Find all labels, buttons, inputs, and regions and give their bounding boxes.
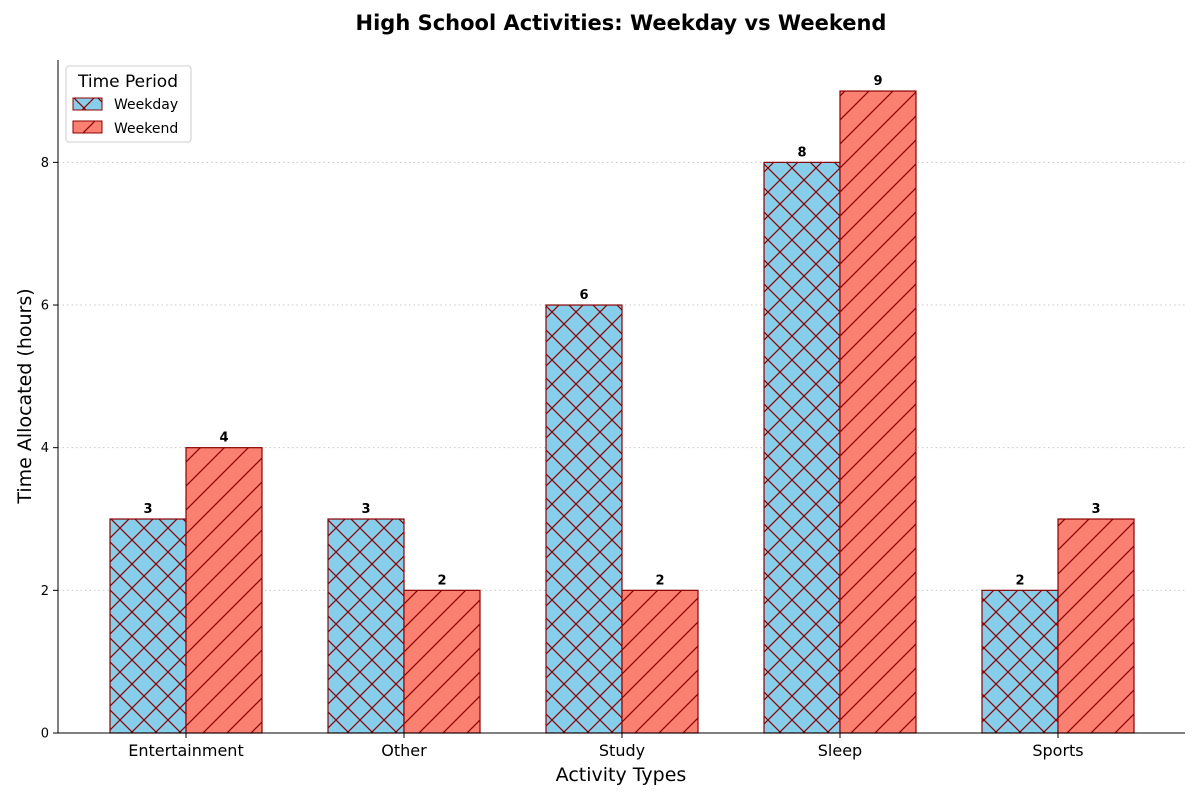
chart-title: High School Activities: Weekday vs Weeke… (356, 11, 887, 35)
x-tick-label: Sleep (818, 741, 862, 760)
legend-swatch-weekend (72, 120, 103, 134)
bar-weekday-entertainment (109, 518, 187, 734)
legend-swatch-weekday (72, 97, 103, 111)
bar-weekend-sleep (839, 90, 917, 734)
y-axis-label: Time Allocated (hours) (14, 288, 36, 504)
y-tick-label: 6 (41, 299, 49, 314)
x-ticks: Entertainment Other Study Sleep Sports (128, 733, 1084, 760)
bar-value-label-weekday-entertainment: 3 (143, 502, 152, 517)
y-ticks: 0 2 4 6 8 (41, 156, 58, 742)
bar-value-label-weekday-sleep: 8 (797, 145, 806, 160)
bar-value-label-weekday-study: 6 (579, 288, 588, 303)
bar-weekday-other (327, 518, 405, 734)
x-axis-label: Activity Types (556, 764, 687, 786)
y-tick-label: 2 (41, 584, 49, 599)
bar-weekend-study (621, 589, 699, 734)
bar-value-label-weekend-study: 2 (655, 573, 664, 588)
bar-value-label-weekday-other: 3 (361, 502, 370, 517)
bar-value-label-weekday-sports: 2 (1015, 573, 1024, 588)
x-tick-label: Sports (1032, 741, 1083, 760)
bar-weekend-other (403, 589, 481, 734)
bar-value-label-weekend-sports: 3 (1091, 502, 1100, 517)
legend-label-weekday: Weekday (114, 97, 178, 113)
bar-value-label-weekend-sleep: 9 (873, 74, 882, 89)
x-tick-label: Entertainment (128, 741, 243, 760)
x-tick-label: Other (381, 741, 427, 760)
bars-group (109, 90, 1135, 734)
bar-weekday-study (545, 304, 623, 734)
y-tick-label: 4 (41, 441, 49, 456)
bar-value-label-weekend-entertainment: 4 (219, 431, 228, 446)
x-tick-label: Study (599, 741, 645, 760)
y-tick-label: 8 (41, 156, 49, 171)
bar-weekday-sleep (763, 161, 841, 734)
y-tick-label: 0 (41, 727, 49, 742)
legend: Time Period Weekday Weekend (65, 65, 192, 143)
bar-value-label-weekend-other: 2 (437, 573, 446, 588)
bar-value-labels: 3 4 3 2 6 2 8 9 2 3 (143, 74, 1100, 588)
legend-label-weekend: Weekend (114, 121, 178, 137)
bar-weekday-sports (981, 589, 1059, 734)
bar-weekend-entertainment (185, 447, 263, 734)
legend-title: Time Period (77, 72, 178, 92)
bar-weekend-sports (1057, 518, 1135, 734)
